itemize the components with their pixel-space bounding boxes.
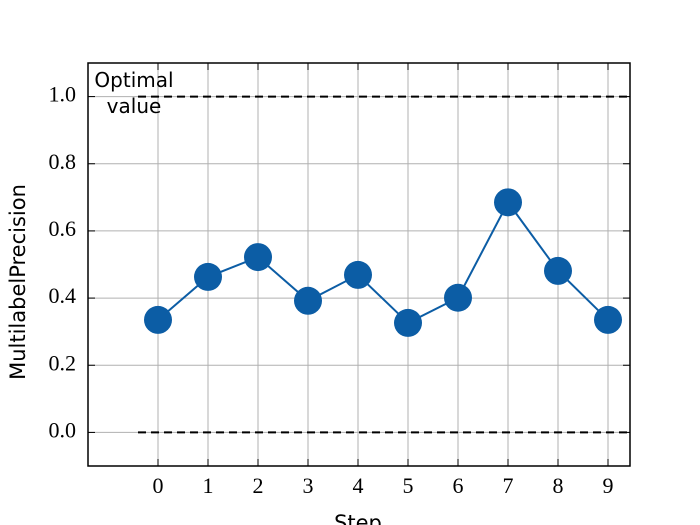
x-tick-label: 0 bbox=[153, 473, 164, 498]
x-tick-label: 9 bbox=[603, 473, 614, 498]
marker bbox=[244, 243, 272, 272]
annotation: Optimal value bbox=[94, 67, 174, 118]
marker bbox=[444, 283, 472, 312]
y-tick-label: 0.8 bbox=[49, 149, 77, 174]
y-tick-label: 0.0 bbox=[49, 417, 77, 442]
plot-frame bbox=[87, 62, 631, 467]
marker bbox=[294, 286, 322, 315]
marker bbox=[344, 260, 372, 289]
x-tick-label: 5 bbox=[403, 473, 414, 498]
x-tick-label: 6 bbox=[453, 473, 464, 498]
series-line bbox=[157, 200, 609, 325]
marker bbox=[544, 256, 572, 285]
x-tick-label: 2 bbox=[253, 473, 264, 498]
y-tick-label: 0.6 bbox=[49, 216, 77, 241]
y-tick-label: 0.4 bbox=[49, 283, 77, 308]
y-tick-label: 1.0 bbox=[49, 82, 77, 107]
x-tick-label: 7 bbox=[503, 473, 514, 498]
marker bbox=[194, 262, 222, 291]
x-axis-label: Step bbox=[334, 511, 382, 525]
marker bbox=[144, 305, 172, 334]
y-tick-label: 0.2 bbox=[49, 350, 77, 375]
x-tick-label: 1 bbox=[203, 473, 214, 498]
marker bbox=[494, 188, 522, 217]
marker bbox=[594, 305, 622, 334]
x-tick-label: 3 bbox=[303, 473, 314, 498]
x-tick-label: 4 bbox=[353, 473, 364, 498]
y-axis-label: MultilabelPrecision bbox=[6, 184, 30, 380]
x-tick-label: 8 bbox=[553, 473, 564, 498]
marker bbox=[394, 308, 422, 337]
